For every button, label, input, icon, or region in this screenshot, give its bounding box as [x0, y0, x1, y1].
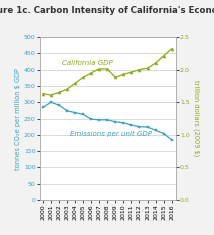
Text: Figure 1c. Carbon Intensity of California's Economy: Figure 1c. Carbon Intensity of Californi… [0, 6, 214, 15]
Text: California GDP: California GDP [62, 60, 113, 66]
Y-axis label: tonnes CO₂e per million $ GDP: tonnes CO₂e per million $ GDP [15, 67, 21, 169]
Y-axis label: trillion dollars (2009 $): trillion dollars (2009 $) [193, 80, 199, 157]
Text: Emissions per unit GDP: Emissions per unit GDP [70, 131, 152, 137]
